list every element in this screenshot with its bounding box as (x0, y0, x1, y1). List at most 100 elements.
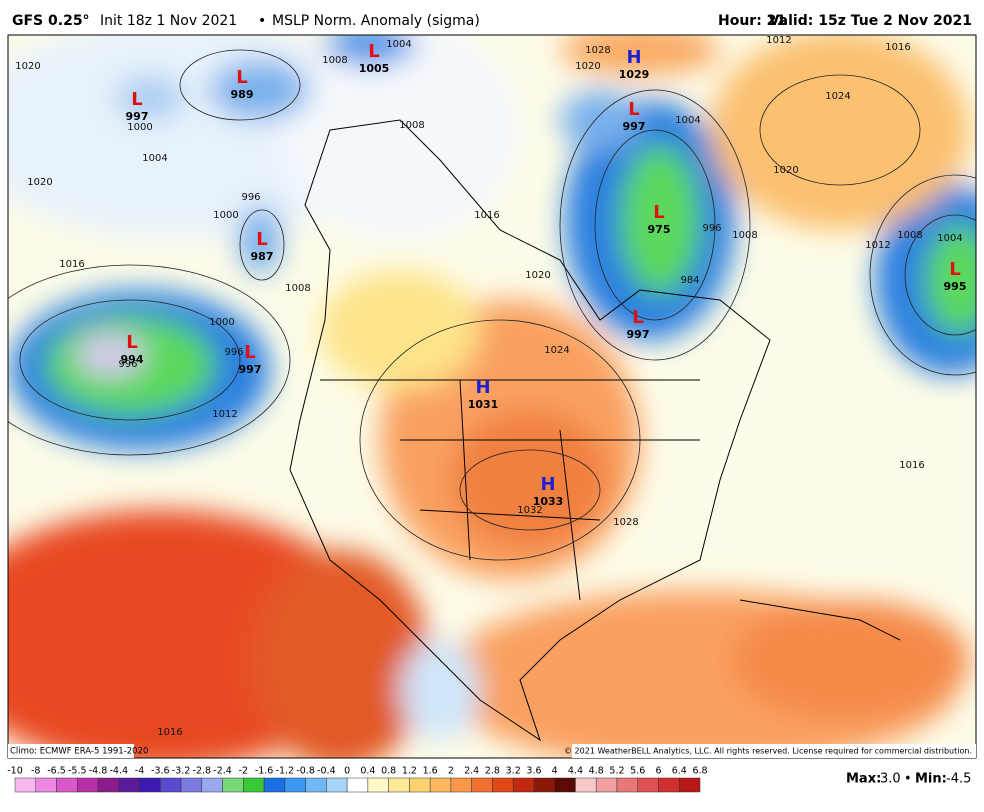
isobar-label: 1004 (142, 153, 167, 164)
colorbar-tick: 2.8 (485, 766, 500, 777)
colorbar-bin (388, 777, 410, 793)
isobar-label: 1012 (766, 35, 791, 46)
colorbar-tick: -2.8 (193, 766, 212, 777)
map (8, 35, 976, 758)
hour: Hour: 21 (718, 13, 786, 29)
isobar-label: 1000 (127, 122, 152, 133)
pressure-value: 997 (623, 120, 646, 133)
colorbar-tick: -10 (7, 766, 23, 777)
colorbar-tick: -2 (239, 766, 248, 777)
colorbar-bin (554, 777, 576, 793)
anomaly-field (8, 35, 976, 758)
colorbar-bin (180, 777, 203, 793)
colorbar-tick: -3.2 (172, 766, 191, 777)
isobar-label: 1012 (212, 409, 237, 420)
valid: Valid: 15z Tue 2 Nov 2021 (769, 13, 972, 29)
colorbar-tick: 0 (344, 766, 350, 777)
colorbar-bin (658, 777, 680, 793)
colorbar-tick: 2.4 (464, 766, 479, 777)
pressure-value: 1029 (619, 68, 650, 81)
max-label: Max: (846, 772, 881, 787)
pressure-symbol: L (628, 99, 639, 120)
colorbar-tick: -1.2 (276, 766, 295, 777)
colorbar-tick: 0.8 (381, 766, 396, 777)
colorbar-bin (492, 777, 514, 793)
colorbar-tick: 4 (552, 766, 558, 777)
colorbar-bin (575, 777, 597, 793)
colorbar-bin (409, 777, 431, 793)
colorbar-tick: 1.2 (402, 766, 417, 777)
colorbar-tick: 4.4 (568, 766, 583, 777)
colorbar-tick: 5.2 (609, 766, 624, 777)
copyright-bg (572, 744, 976, 758)
colorbar-tick: -4.4 (110, 766, 129, 777)
isobar-label: 996 (224, 347, 243, 358)
colorbar-bin (326, 777, 348, 793)
colorbar-tick: 1.6 (423, 766, 438, 777)
colorbar-tick: 6.8 (692, 766, 707, 777)
isobar-label: 1024 (544, 345, 569, 356)
colorbar-bin (14, 777, 37, 793)
colorbar-tick: -1.6 (255, 766, 274, 777)
colorbar-tick: 6 (655, 766, 661, 777)
colorbar-tick: 5.6 (630, 766, 645, 777)
colorbar-bin (284, 777, 306, 793)
isobar-label: 1020 (15, 61, 40, 72)
colorbar-bin (263, 777, 286, 793)
isobars (8, 49, 976, 561)
pressure-value: 1033 (533, 495, 564, 508)
isobar-label: 1020 (27, 177, 52, 188)
pressure-value: 1005 (359, 62, 390, 75)
isobar-label: 1028 (585, 45, 610, 56)
climo-bg (8, 744, 134, 758)
map-border (7, 34, 977, 759)
pressure-symbol: L (653, 202, 664, 223)
isobar-label: 1004 (675, 115, 700, 126)
colorbar-tick: 4.8 (589, 766, 604, 777)
isobar-label: 1016 (157, 727, 182, 738)
pressure-symbol: L (131, 89, 142, 110)
pressure-symbol: L (236, 67, 247, 88)
colorbar-bin (222, 777, 244, 793)
pressure-value: 987 (251, 250, 274, 263)
colorbar-tick: -3.6 (151, 766, 170, 777)
colorbar-bin (160, 777, 182, 793)
isobar-label: 1004 (937, 233, 962, 244)
colorbar-tick: 2 (448, 766, 454, 777)
isobar-label: 996 (241, 192, 260, 203)
pressure-symbol: H (540, 474, 555, 495)
pressure-value: 997 (239, 363, 262, 376)
isobar-label: 1020 (525, 270, 550, 281)
coastlines (289, 119, 901, 742)
colorbar-bin (201, 777, 223, 793)
pressure-symbol: L (256, 229, 267, 250)
isobar-label: 1012 (865, 240, 890, 251)
pressure-value: 1031 (468, 398, 499, 411)
isobar-label: 996 (118, 359, 137, 370)
climo: Climo: ECMWF ERA-5 1991-2020 (10, 747, 148, 757)
colorbar-bin (429, 777, 452, 793)
colorbar-bin (595, 777, 618, 793)
isobar-label: 1008 (285, 283, 310, 294)
isobar-label: 1032 (517, 505, 542, 516)
colorbar-bin (367, 777, 389, 793)
pressure-value: 989 (231, 88, 254, 101)
min-label: Min: (915, 772, 947, 787)
colorbar-bin (512, 777, 535, 793)
isobar-label: 1008 (897, 230, 922, 241)
stat-sep: • (904, 772, 912, 787)
pressure-symbol: L (632, 307, 643, 328)
pressure-symbol: L (368, 41, 379, 62)
colorbar-bin (450, 777, 472, 793)
colorbar-tick: 0.4 (360, 766, 375, 777)
pressure-symbol: L (949, 259, 960, 280)
isobar-label: 984 (680, 275, 699, 286)
model: GFS 0.25° (12, 13, 90, 29)
pressure-symbol: L (126, 332, 137, 353)
pressure-value: 997 (126, 110, 149, 123)
colorbar-bin (533, 777, 555, 793)
colorbar-tick: 3.2 (506, 766, 521, 777)
colorbar-tick: -2.4 (213, 766, 232, 777)
pressure-symbol: L (244, 342, 255, 363)
colorbar-bin (616, 777, 638, 793)
